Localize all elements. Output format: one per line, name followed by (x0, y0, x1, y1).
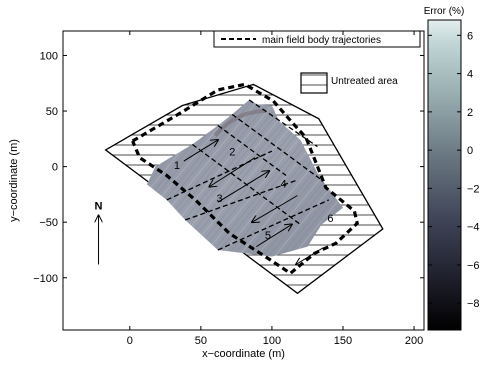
y-tick-label: 0 (52, 162, 58, 174)
texture-stripe (277, 99, 343, 257)
pass-label: 4 (280, 179, 286, 191)
texture-stripe (283, 99, 343, 257)
pass-arrow (217, 171, 269, 203)
treated-area (146, 99, 343, 257)
colorbar: 6 4 2 0 −2 −4 −6 −8 Error (%) (424, 6, 480, 331)
colorbar-tick-label: 2 (467, 107, 473, 119)
texture-stripe (187, 99, 343, 257)
colorbar-label: Error (%) (424, 6, 465, 17)
x-tick-label: 200 (405, 335, 423, 347)
pass-trajectory-line (185, 179, 298, 221)
texture-stripe (146, 99, 291, 257)
legend-label: Untreated area (331, 76, 398, 87)
texture-stripe (146, 99, 285, 257)
texture-stripe (211, 99, 343, 257)
texture-stripe (217, 99, 343, 257)
pass-label: 3 (216, 193, 222, 205)
y-tick-label: −50 (39, 217, 58, 229)
x-tick-label: 150 (334, 335, 352, 347)
colorbar-tick-label: 6 (467, 30, 473, 42)
north-label: N (95, 201, 103, 213)
colorbar-tick-label: 0 (467, 145, 473, 157)
texture-stripe (199, 99, 343, 257)
pass-label: 6 (327, 213, 333, 225)
main-trajectory-path (131, 82, 359, 276)
colorbar-tick-label: 4 (467, 69, 473, 81)
pass-trajectory-line (217, 124, 287, 177)
pass-label: 5 (265, 230, 271, 242)
texture-stripe (146, 99, 297, 257)
pass-arrow (252, 195, 298, 223)
colorbar-tick-label: −4 (467, 222, 480, 234)
y-tick-label: 100 (40, 50, 58, 62)
pass-arrow (183, 140, 218, 162)
axes-frame (62, 30, 425, 331)
pass-label: 2 (229, 146, 235, 158)
pass-arrow (296, 247, 324, 265)
pass-arrow (209, 157, 256, 187)
x-axis-label: x−coordinate (m) (202, 348, 285, 360)
texture-stripe (146, 99, 273, 257)
texture-stripe (265, 99, 343, 257)
x-tick-label: 100 (263, 335, 281, 347)
texture-stripe (146, 99, 279, 257)
texture-stripe (271, 99, 343, 257)
texture-stripe (181, 99, 343, 257)
legend-trajectories: main field body trajectories (213, 31, 421, 48)
legend-swatch-hatch (300, 72, 328, 94)
texture-stripe (205, 99, 343, 257)
texture-stripe (175, 99, 343, 257)
pass-trajectory-line (217, 199, 330, 251)
pass-trajectory-line (231, 113, 323, 181)
texture-stripe (146, 99, 267, 257)
colorbar-tick-label: −8 (467, 298, 480, 310)
legend-box (213, 31, 421, 48)
colorbar-tick-label: −6 (467, 260, 480, 272)
y-tick-label: 50 (46, 106, 58, 118)
legend-untreated: Untreated area (300, 72, 398, 94)
colorbar-gradient (427, 19, 462, 331)
x-tick-label: 50 (195, 335, 207, 347)
y-tick-label: −100 (33, 273, 58, 285)
x-tick-label: 0 (127, 335, 133, 347)
pass-label: 1 (174, 160, 180, 172)
colorbar-tick-label: −2 (467, 183, 480, 195)
pass-arrow (256, 224, 292, 248)
error-streak (213, 109, 267, 137)
y-axis-label: y−coordinate (m) (8, 139, 20, 222)
legend-label: main field body trajectories (262, 35, 381, 46)
